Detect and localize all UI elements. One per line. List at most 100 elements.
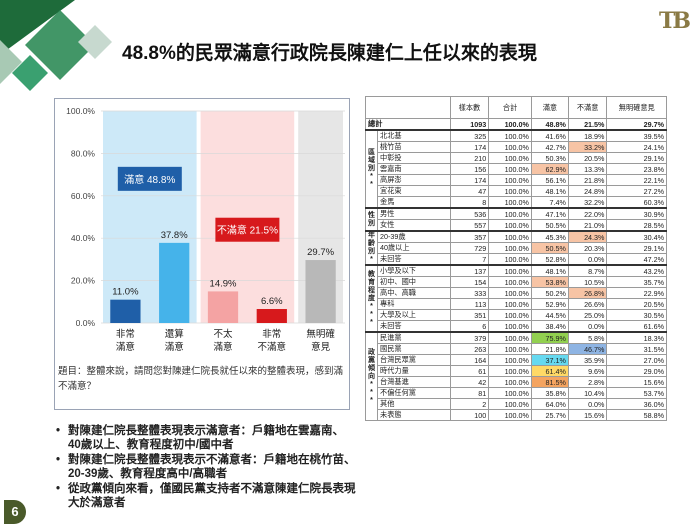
- table-cell: 33.2%: [567, 141, 608, 153]
- table-cell: 不偏任何黨: [377, 387, 451, 399]
- table-cell: 43.2%: [606, 264, 667, 277]
- bar: [256, 309, 287, 323]
- table-cell: 100.0%: [488, 398, 532, 410]
- table-group-label: 性別: [365, 207, 378, 232]
- table-cell: 62.9%: [530, 163, 569, 175]
- table-cell: 44.5%: [530, 309, 569, 321]
- table-cell: 46.7%: [567, 343, 608, 355]
- group-label-char: *: [370, 388, 373, 396]
- table-cell: 61.4%: [530, 365, 569, 377]
- table-cell: 50.5%: [530, 242, 569, 254]
- table-cell: 25.7%: [530, 409, 569, 421]
- table-header-cell: 樣本數: [449, 96, 490, 119]
- table-cell: 100.0%: [488, 354, 532, 366]
- y-tick-label: 80.0%: [71, 148, 96, 158]
- finding-item: 從政黨傾向來看，僅國民黨支持者不滿意陳建仁院長表現大於滿意者: [56, 483, 356, 510]
- table-cell: 初中、國中: [377, 276, 451, 288]
- table-cell: 100.0%: [488, 343, 532, 355]
- table-row: 專科 113 100.0% 52.9% 26.6% 20.5%: [366, 298, 667, 310]
- table-cell: 100.0%: [488, 287, 532, 299]
- table-header-cell: [365, 96, 451, 119]
- table-cell: 金馬: [377, 196, 451, 209]
- table-cell: 30.5%: [606, 309, 667, 321]
- table-cell: 48.1%: [530, 264, 569, 277]
- table-cell: 100.0%: [488, 207, 532, 220]
- table-cell: 8: [449, 196, 490, 209]
- table-cell: 時代力量: [377, 365, 451, 377]
- table-cell: 0.0%: [567, 253, 608, 266]
- table-cell: 50.3%: [530, 152, 569, 164]
- chart-panel: 0.0% 20.0% 40.0% 60.0% 80.0% 100.0% 11.0% 非常 滿意 3…: [54, 98, 350, 410]
- findings-list: 對陳建仁院長整體表現表示滿意者：戶籍地在雲嘉南、40歲以上、教育程度初中/國中者…: [56, 425, 356, 512]
- table-cell: 20.5%: [606, 298, 667, 310]
- group-label-char: 性: [368, 211, 375, 219]
- table-row: 不偏任何黨 81 100.0% 35.8% 10.4% 53.7%: [366, 387, 667, 399]
- table-row: 總計 1093 100.0% 48.8% 21.5% 29.7%: [365, 118, 667, 131]
- table-cell: 2.8%: [567, 376, 608, 388]
- bar: [207, 291, 239, 323]
- group-label-char: 度: [368, 294, 375, 302]
- table-cell: 21.0%: [567, 219, 608, 232]
- table-cell: 61: [449, 365, 490, 377]
- crosstab-table: 樣本數 合計 滿意 不滿意 無明確意見 總計 1093 100.0% 48.8% 21.5% 29.…: [365, 96, 667, 421]
- table-cell: 100.0%: [488, 163, 532, 175]
- table-cell: 100.0%: [488, 309, 532, 321]
- table-cell: 台灣民眾黨: [377, 354, 451, 366]
- table-cell: 24.3%: [567, 230, 608, 243]
- table-row: 台灣民眾黨 164 100.0% 37.1% 35.9% 27.0%: [366, 354, 667, 366]
- table-cell: 137: [449, 264, 490, 277]
- table-cell: 1093: [449, 118, 490, 131]
- table-cell: 100.0%: [488, 129, 532, 142]
- x-tick-label: 無明確: [306, 328, 335, 340]
- table-cell: 164: [449, 354, 490, 366]
- table-row: 未表態 100 100.0% 25.7% 15.6% 58.8%: [366, 409, 667, 421]
- x-tick-label: 滿意: [165, 341, 184, 353]
- table-cell: 39.5%: [606, 129, 667, 142]
- table-cell: 雲嘉南: [377, 163, 451, 175]
- group-label: 滿意 48.8%: [124, 173, 175, 186]
- group-label-char: 育: [368, 278, 375, 286]
- table-cell: 大學及以上: [377, 309, 451, 321]
- table-cell: 35.9%: [567, 354, 608, 366]
- group-label-char: 齡: [368, 240, 375, 247]
- table-header-row: 樣本數 合計 滿意 不滿意 無明確意見: [365, 96, 667, 119]
- table-cell: 58.8%: [606, 409, 667, 421]
- table-cell: 29.1%: [606, 242, 667, 254]
- table-cell: 81: [449, 387, 490, 399]
- table-cell: 100.0%: [488, 174, 532, 186]
- table-cell: 100.0%: [488, 185, 532, 197]
- table-cell: 30.9%: [606, 207, 667, 220]
- table-cell: 351: [449, 309, 490, 321]
- table-cell: 18.9%: [567, 129, 608, 142]
- group-label-char: 域: [368, 157, 375, 164]
- x-tick-label: 還算: [165, 328, 184, 340]
- group-label-char: *: [370, 302, 373, 310]
- table-cell: 32.2%: [567, 196, 608, 209]
- table-group-label: 區域別 * *: [365, 129, 378, 209]
- table-cell: 100.0%: [488, 409, 532, 421]
- table-cell: 100: [449, 409, 490, 421]
- table-cell: 100.0%: [488, 242, 532, 254]
- group-label-char: *: [370, 181, 373, 188]
- group-label-char: *: [370, 396, 373, 404]
- table-cell: 100.0%: [488, 331, 532, 344]
- table-cell: 64.0%: [530, 398, 569, 410]
- table-cell: 35.8%: [530, 387, 569, 399]
- table-cell: 26.6%: [567, 298, 608, 310]
- table-cell: 333: [449, 287, 490, 299]
- table-cell: 25.0%: [567, 309, 608, 321]
- table-cell: 21.5%: [567, 118, 608, 131]
- bar-value-label: 6.6%: [261, 296, 283, 307]
- table-cell: 35.7%: [606, 276, 667, 288]
- table-cell: 6: [449, 320, 490, 333]
- table-cell: 22.0%: [567, 207, 608, 220]
- table-cell: 總計: [365, 118, 451, 131]
- table-cell: 專科: [377, 298, 451, 310]
- table-cell: 75.9%: [530, 331, 569, 344]
- group-label: 不滿意 21.5%: [217, 224, 278, 237]
- table-cell: 379: [449, 331, 490, 344]
- decorative-diamonds: [0, 0, 112, 91]
- table-cell: 10.4%: [567, 387, 608, 399]
- table-row: 大學及以上 351 100.0% 44.5% 25.0% 30.5%: [366, 309, 667, 321]
- table-cell: 48.8%: [530, 118, 569, 131]
